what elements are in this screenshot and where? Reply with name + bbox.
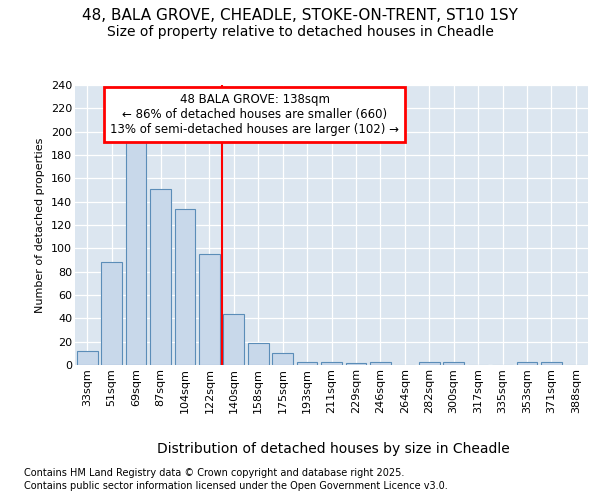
Text: Contains HM Land Registry data © Crown copyright and database right 2025.: Contains HM Land Registry data © Crown c… bbox=[24, 468, 404, 477]
Bar bbox=[296, 362, 317, 365]
Bar bbox=[419, 362, 440, 365]
Bar bbox=[77, 351, 98, 365]
Text: 48 BALA GROVE: 138sqm
← 86% of detached houses are smaller (660)
13% of semi-det: 48 BALA GROVE: 138sqm ← 86% of detached … bbox=[110, 94, 399, 136]
Y-axis label: Number of detached properties: Number of detached properties bbox=[35, 138, 46, 312]
Bar bbox=[150, 189, 171, 365]
Bar bbox=[248, 343, 269, 365]
Bar bbox=[443, 362, 464, 365]
Bar bbox=[125, 136, 146, 365]
Bar bbox=[175, 208, 196, 365]
Bar bbox=[321, 362, 342, 365]
Text: Distribution of detached houses by size in Cheadle: Distribution of detached houses by size … bbox=[157, 442, 509, 456]
Bar bbox=[223, 314, 244, 365]
Bar bbox=[541, 362, 562, 365]
Bar bbox=[346, 362, 367, 365]
Bar bbox=[517, 362, 538, 365]
Bar bbox=[101, 262, 122, 365]
Bar bbox=[370, 362, 391, 365]
Text: Contains public sector information licensed under the Open Government Licence v3: Contains public sector information licen… bbox=[24, 481, 448, 491]
Bar bbox=[272, 354, 293, 365]
Text: 48, BALA GROVE, CHEADLE, STOKE-ON-TRENT, ST10 1SY: 48, BALA GROVE, CHEADLE, STOKE-ON-TRENT,… bbox=[82, 8, 518, 22]
Text: Size of property relative to detached houses in Cheadle: Size of property relative to detached ho… bbox=[107, 25, 493, 39]
Bar bbox=[199, 254, 220, 365]
